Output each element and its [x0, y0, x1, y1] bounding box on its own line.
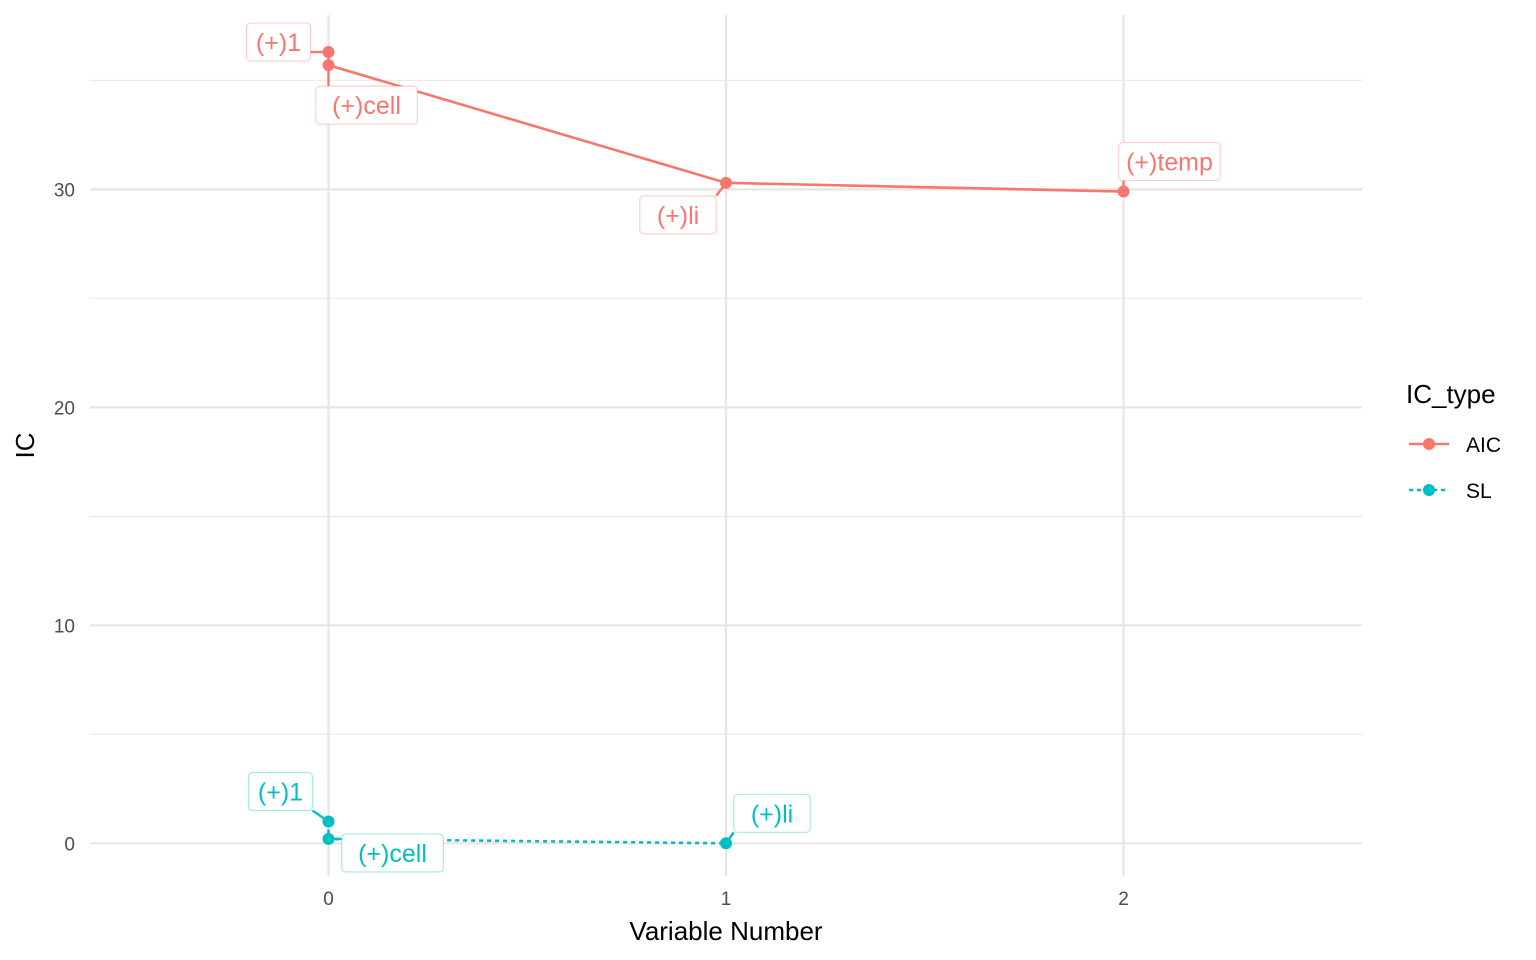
point-labels-layer: (+)1 (+)cell (+)li (+)temp (+)1 (+)cell (+)li: [245, 22, 1221, 873]
x-axis-title: Variable Number: [629, 916, 823, 946]
y-axis-ticks: 0 10 20 30: [54, 180, 75, 855]
y-tick-label: 30: [54, 180, 75, 201]
point-label-text: (+)1: [258, 779, 303, 807]
point-label-box: [315, 85, 418, 125]
point-label-text: (+)li: [751, 800, 793, 828]
legend-key-point: [1423, 484, 1435, 496]
series-line-aic: [327, 52, 1124, 193]
legend-label: SL: [1466, 480, 1492, 503]
legend-title: IC_type: [1406, 379, 1496, 409]
x-axis-ticks: 0 1 2: [323, 889, 1129, 910]
point-label-box: [245, 22, 312, 62]
point-label-text: (+)li: [657, 202, 699, 230]
label-connector: [311, 809, 330, 823]
y-tick-label: 10: [54, 616, 75, 637]
x-tick-label: 2: [1118, 889, 1129, 910]
legend-key-point: [1423, 438, 1435, 450]
point-label-box: [247, 771, 314, 812]
legend-item-aic: AIC: [1409, 434, 1501, 457]
point-label-box: [733, 793, 811, 833]
point-label-text: (+)temp: [1126, 149, 1213, 177]
point-label: (+)1: [247, 771, 330, 823]
point-label-text: (+)1: [256, 29, 301, 57]
x-tick-label: 0: [323, 889, 334, 910]
legend-label: AIC: [1466, 434, 1501, 457]
point-label: (+)li: [725, 793, 811, 844]
point-label: (+)temp: [1118, 141, 1221, 192]
y-tick-label: 0: [64, 834, 75, 855]
label-connector: [725, 831, 735, 844]
legend: IC_type AIC SL: [1406, 379, 1501, 503]
y-tick-label: 20: [54, 398, 75, 419]
y-axis-title: IC: [10, 433, 40, 459]
point-label: (+)cell: [315, 65, 418, 125]
point-label: (+)cell: [328, 833, 444, 873]
point-label: (+)li: [639, 182, 727, 235]
legend-item-sl: SL: [1409, 480, 1492, 503]
label-connector: [715, 182, 727, 197]
point-label-text: (+)cell: [358, 840, 427, 868]
legend-items: AIC SL: [1409, 434, 1501, 503]
point-label-box: [1118, 141, 1221, 182]
point-label-box: [341, 833, 444, 873]
point-label: (+)1: [245, 22, 329, 62]
x-tick-label: 1: [721, 889, 732, 910]
point-label-box: [639, 195, 717, 235]
point-label-text: (+)cell: [332, 92, 401, 120]
